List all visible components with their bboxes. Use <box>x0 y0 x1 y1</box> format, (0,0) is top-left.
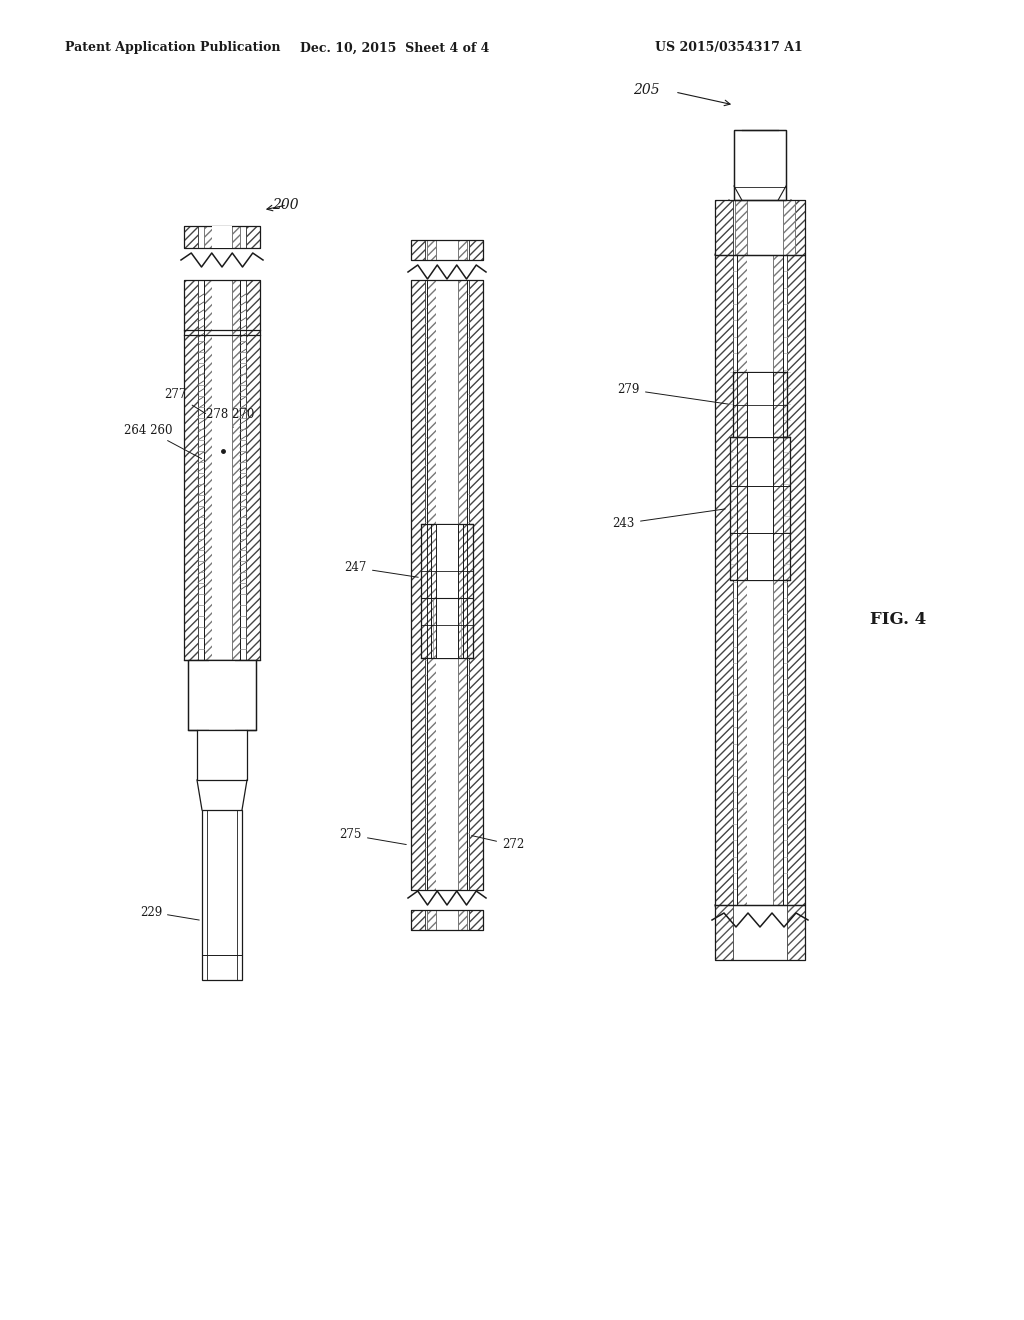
Bar <box>715 906 805 960</box>
Bar <box>715 201 805 255</box>
Bar <box>730 437 790 579</box>
Bar <box>458 598 461 659</box>
Bar <box>773 372 787 437</box>
Bar <box>230 730 236 780</box>
Bar <box>244 660 256 730</box>
Bar <box>204 280 212 660</box>
Bar <box>733 372 787 437</box>
Bar <box>411 280 483 890</box>
Text: 277: 277 <box>165 388 206 413</box>
Bar <box>206 730 212 780</box>
Bar <box>730 437 746 579</box>
Bar <box>427 240 436 260</box>
Bar <box>427 909 436 931</box>
Bar <box>458 240 467 260</box>
Bar <box>715 255 733 906</box>
Bar <box>184 280 198 660</box>
Text: 229: 229 <box>139 906 200 920</box>
Bar <box>246 280 260 660</box>
Bar <box>734 129 786 201</box>
Bar <box>237 730 247 780</box>
Bar <box>746 437 773 579</box>
Bar <box>773 437 790 579</box>
Bar <box>715 201 733 255</box>
Bar <box>463 524 473 659</box>
Bar <box>204 280 240 660</box>
Text: 264 260: 264 260 <box>124 424 202 458</box>
Bar <box>232 280 240 660</box>
Bar <box>212 226 232 248</box>
Bar <box>411 240 483 260</box>
Text: Patent Application Publication: Patent Application Publication <box>65 41 281 54</box>
Text: 275: 275 <box>340 829 407 845</box>
Bar <box>411 240 425 260</box>
Text: Dec. 10, 2015  Sheet 4 of 4: Dec. 10, 2015 Sheet 4 of 4 <box>300 41 489 54</box>
Bar <box>411 909 483 931</box>
Bar <box>436 280 458 890</box>
Text: 272: 272 <box>472 836 524 851</box>
Bar <box>735 201 746 255</box>
Bar <box>773 255 783 906</box>
Bar <box>197 730 247 780</box>
Text: 247: 247 <box>345 561 418 577</box>
Bar <box>212 280 232 660</box>
Bar <box>469 909 483 931</box>
Bar <box>458 909 467 931</box>
Bar <box>188 660 203 730</box>
Text: 205: 205 <box>634 83 660 96</box>
Bar <box>436 524 458 659</box>
Bar <box>411 909 425 931</box>
Bar <box>184 226 198 248</box>
Text: 243: 243 <box>612 510 725 531</box>
Bar <box>232 226 240 248</box>
Text: 279: 279 <box>617 383 728 404</box>
Bar <box>234 660 241 730</box>
Bar <box>197 730 207 780</box>
Bar <box>458 280 467 890</box>
Text: 278 270: 278 270 <box>206 408 254 428</box>
Bar <box>734 129 786 201</box>
Bar <box>184 280 260 660</box>
Bar <box>184 226 260 248</box>
Bar <box>188 660 256 730</box>
Bar <box>421 524 431 659</box>
Text: FIG. 4: FIG. 4 <box>870 611 927 628</box>
Bar <box>203 660 209 730</box>
Bar <box>204 226 212 248</box>
Bar <box>427 280 436 890</box>
Bar <box>733 372 746 437</box>
Bar <box>246 226 260 248</box>
Bar <box>188 660 200 730</box>
Bar <box>715 255 805 906</box>
Bar <box>209 660 234 730</box>
Bar <box>411 280 425 890</box>
Bar <box>737 255 783 906</box>
Bar <box>469 280 483 890</box>
Bar <box>734 129 786 201</box>
Bar <box>746 372 773 437</box>
Text: 200: 200 <box>272 198 299 213</box>
Bar <box>421 524 473 659</box>
Text: US 2015/0354317 A1: US 2015/0354317 A1 <box>655 41 803 54</box>
Bar <box>737 255 746 906</box>
Bar <box>783 201 795 255</box>
Bar <box>715 906 733 960</box>
Bar <box>787 201 805 255</box>
Bar <box>188 660 256 730</box>
Bar <box>469 240 483 260</box>
Bar <box>746 255 773 906</box>
Bar <box>427 280 467 890</box>
Bar <box>787 255 805 906</box>
Bar <box>433 598 436 659</box>
Bar <box>202 810 242 979</box>
Bar <box>787 906 805 960</box>
